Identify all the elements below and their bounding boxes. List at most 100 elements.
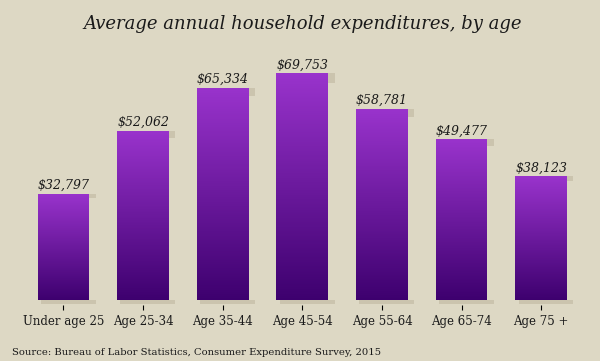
Bar: [515, 200, 567, 201]
Bar: [38, 229, 89, 230]
Bar: [277, 277, 328, 278]
Bar: [197, 143, 248, 144]
Bar: [277, 264, 328, 265]
Bar: [515, 271, 567, 272]
Bar: [277, 231, 328, 232]
Bar: [567, 176, 574, 181]
Bar: [515, 222, 567, 223]
Bar: [356, 139, 408, 140]
Bar: [436, 225, 487, 226]
Bar: [436, 195, 487, 196]
Bar: [356, 165, 408, 166]
Bar: [197, 196, 248, 197]
Bar: [356, 121, 408, 122]
Bar: [436, 155, 487, 156]
Bar: [277, 243, 328, 244]
Bar: [197, 104, 248, 105]
Bar: [117, 155, 169, 156]
Bar: [436, 162, 487, 163]
Bar: [277, 87, 328, 88]
Bar: [356, 285, 408, 286]
Bar: [117, 230, 169, 231]
Bar: [356, 193, 408, 194]
Bar: [117, 185, 169, 186]
Bar: [197, 120, 248, 121]
Bar: [277, 126, 328, 127]
Text: $52,062: $52,062: [117, 116, 169, 129]
Bar: [38, 208, 89, 209]
Bar: [38, 280, 89, 281]
Bar: [277, 251, 328, 252]
Bar: [117, 299, 169, 300]
Bar: [277, 279, 328, 280]
Bar: [277, 188, 328, 189]
Bar: [117, 147, 169, 148]
Bar: [436, 211, 487, 212]
Bar: [197, 238, 248, 239]
Bar: [356, 238, 408, 239]
Bar: [117, 248, 169, 249]
Bar: [515, 252, 567, 253]
Bar: [356, 109, 408, 110]
Bar: [356, 178, 408, 179]
Bar: [436, 177, 487, 178]
Bar: [117, 297, 169, 298]
Bar: [277, 295, 328, 296]
Bar: [515, 280, 567, 281]
Bar: [436, 218, 487, 219]
Bar: [117, 223, 169, 224]
Bar: [277, 227, 328, 228]
Bar: [515, 279, 567, 280]
Bar: [277, 190, 328, 191]
Bar: [277, 278, 328, 279]
Bar: [277, 257, 328, 258]
Bar: [277, 164, 328, 165]
Bar: [117, 159, 169, 160]
Bar: [356, 186, 408, 187]
Bar: [515, 212, 567, 213]
Bar: [117, 162, 169, 163]
Bar: [280, 300, 335, 304]
Bar: [197, 188, 248, 189]
Bar: [436, 278, 487, 279]
Bar: [356, 118, 408, 119]
Bar: [515, 183, 567, 184]
Bar: [38, 245, 89, 246]
Bar: [197, 205, 248, 206]
Bar: [515, 263, 567, 264]
Bar: [277, 283, 328, 284]
Bar: [117, 145, 169, 146]
Bar: [38, 277, 89, 278]
Bar: [515, 184, 567, 185]
Bar: [117, 218, 169, 219]
Bar: [197, 260, 248, 261]
Bar: [197, 208, 248, 209]
Bar: [277, 140, 328, 142]
Bar: [38, 240, 89, 241]
Bar: [436, 201, 487, 202]
Bar: [436, 249, 487, 250]
Bar: [277, 268, 328, 269]
Bar: [197, 268, 248, 269]
Bar: [197, 272, 248, 273]
Bar: [197, 135, 248, 136]
Bar: [38, 266, 89, 267]
Bar: [197, 292, 248, 293]
Bar: [277, 271, 328, 272]
Bar: [356, 147, 408, 148]
Bar: [356, 116, 408, 117]
Bar: [277, 174, 328, 175]
Bar: [436, 294, 487, 295]
Bar: [38, 198, 89, 199]
Bar: [436, 223, 487, 224]
Bar: [117, 215, 169, 216]
Bar: [117, 279, 169, 280]
Bar: [356, 177, 408, 178]
Bar: [197, 291, 248, 292]
Bar: [197, 119, 248, 120]
Bar: [356, 243, 408, 244]
Bar: [277, 194, 328, 195]
Bar: [436, 185, 487, 186]
Bar: [436, 204, 487, 205]
Bar: [356, 111, 408, 112]
